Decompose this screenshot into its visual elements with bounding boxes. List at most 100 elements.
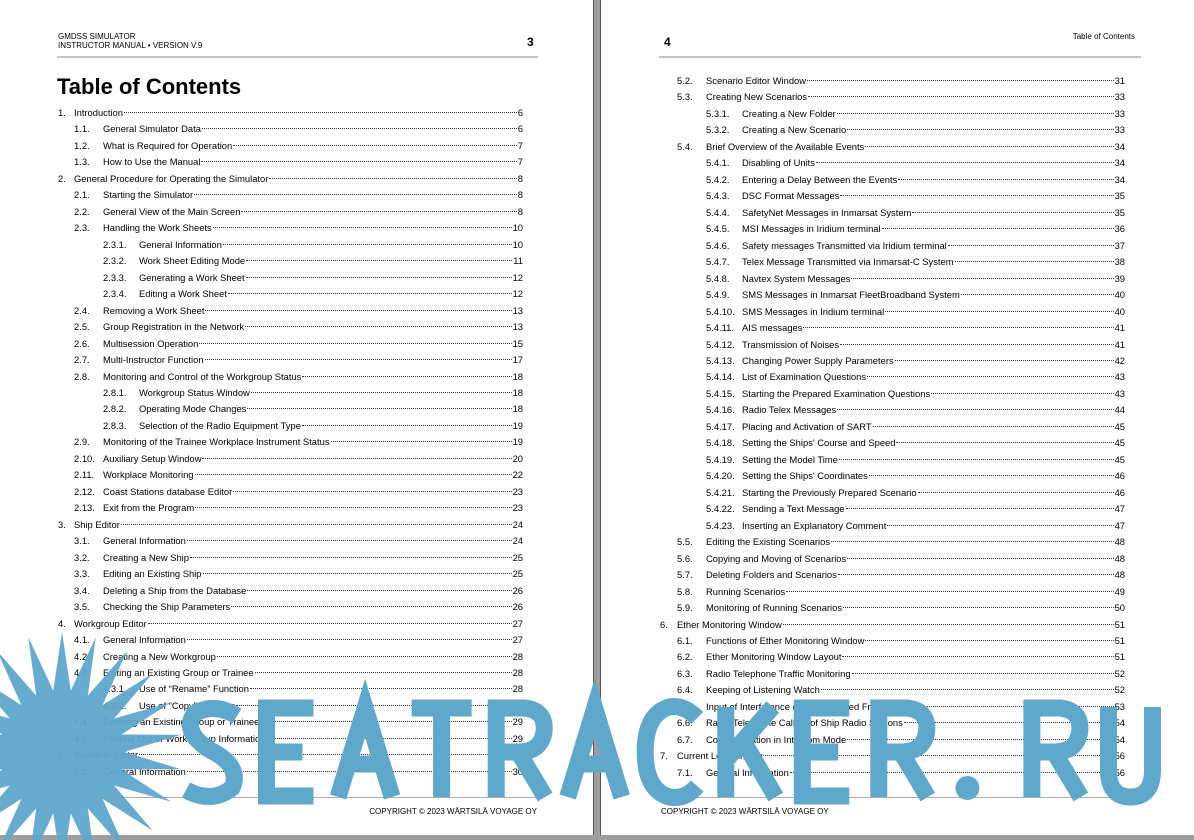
toc-entry-title[interactable]: MSI Messages in Iridium terminal — [742, 223, 881, 235]
toc-entry[interactable]: 5.3.2. Creating a New Scenario 33 — [706, 122, 1125, 138]
toc-entry-page[interactable]: 43 — [1114, 387, 1125, 399]
toc-entry-page[interactable]: 23 — [512, 485, 523, 497]
toc-entry-title[interactable]: Starting the Simulator — [103, 189, 194, 201]
toc-entry[interactable]: 6.3. Radio Telephone Traffic Monitoring 52 — [677, 666, 1125, 682]
toc-entry-title[interactable]: Ether Monitoring Window — [677, 618, 782, 630]
toc-entry[interactable]: 7. Current Log Window 56 — [660, 748, 1125, 764]
toc-entry-title[interactable]: Copying and Moving of Scenarios — [706, 552, 847, 564]
toc-entry-title[interactable]: Monitoring and Control of the Workgroup … — [103, 370, 302, 382]
toc-entry[interactable]: 2.8.2. Operating Mode Changes 18 — [103, 401, 523, 417]
toc-entry[interactable]: 6.2. Ether Monitoring Window Layout 51 — [677, 649, 1125, 665]
toc-entry-page[interactable]: 40 — [1114, 305, 1125, 317]
toc-entry[interactable]: 5.4.11. AIS messages 41 — [706, 320, 1125, 336]
toc-entry[interactable]: 2.13. Exit from the Program 23 — [74, 500, 523, 516]
toc-entry[interactable]: 2.12. Coast Stations database Editor 23 — [74, 484, 523, 500]
toc-entry-title[interactable]: AIS messages — [742, 322, 803, 334]
toc-entry-page[interactable]: 20 — [512, 452, 523, 464]
toc-entry-page[interactable]: 51 — [1114, 618, 1125, 630]
toc-entry[interactable]: 6.6. Radio Telephone Calling of Ship Radi… — [677, 715, 1125, 731]
toc-entry-page[interactable]: 25 — [512, 551, 523, 563]
toc-entry-title[interactable]: SafetyNet Messages in Inmarsat System — [742, 206, 912, 218]
toc-entry[interactable]: 2.9. Monitoring of the Trainee Workplace … — [74, 434, 523, 450]
toc-entry[interactable]: 5. Scenario Editor 30 — [58, 747, 523, 763]
toc-entry-page[interactable]: 23 — [512, 502, 523, 514]
toc-entry-title[interactable]: DSC Format Messages — [742, 190, 840, 202]
toc-entry[interactable]: 3.1. General Information 24 — [74, 533, 523, 549]
toc-entry[interactable]: 2.5. Group Registration in the Network 13 — [74, 319, 523, 335]
toc-entry-page[interactable]: 26 — [512, 601, 523, 613]
toc-entry[interactable]: 1.3. How to Use the Manual 7 — [74, 154, 523, 170]
toc-entry-page[interactable]: 11 — [513, 255, 523, 267]
toc-entry-title[interactable]: General Information — [139, 238, 222, 250]
toc-entry-page[interactable]: 34 — [1114, 173, 1125, 185]
toc-entry-page[interactable]: 33 — [1114, 124, 1125, 136]
toc-entry-page[interactable]: 51 — [1114, 651, 1125, 663]
toc-entry-title[interactable]: Multisession Operation — [103, 337, 199, 349]
toc-entry-page[interactable]: 19 — [512, 419, 523, 431]
toc-entry[interactable]: 5.4.16. Radio Telex Messages 44 — [706, 402, 1125, 418]
toc-entry-title[interactable]: Safety messages Transmitted via Iridium … — [742, 239, 947, 251]
toc-entry-page[interactable]: 18 — [512, 386, 523, 398]
toc-entry-page[interactable]: 10 — [512, 238, 523, 250]
toc-entry-title[interactable]: Functions of Ether Monitoring Window — [706, 634, 865, 646]
toc-entry-title[interactable]: Multi-Instructor Function — [103, 354, 204, 366]
toc-entry-title[interactable]: Monitoring of Running Scenarios — [706, 602, 843, 614]
toc-entry-title[interactable]: Group Registration in the Network — [103, 321, 245, 333]
toc-entry-page[interactable]: 18 — [512, 370, 523, 382]
toc-entry-title[interactable]: General Information — [706, 766, 789, 778]
toc-entry[interactable]: 5.4.17. Placing and Activation of SART 45 — [706, 419, 1125, 435]
toc-entry[interactable]: 2.3. Handling the Work Sheets 10 — [74, 220, 523, 236]
toc-entry-title[interactable]: Ship Editor — [74, 518, 120, 530]
toc-entry[interactable]: 5.3.1. Creating a New Folder 33 — [706, 106, 1125, 122]
toc-entry-title[interactable]: Keeping of Listening Watch — [706, 684, 820, 696]
toc-entry[interactable]: 5.4.7. Telex Message Transmitted via Inma… — [706, 254, 1125, 270]
toc-entry-title[interactable]: Deleting a Ship from the Database — [103, 584, 247, 596]
toc-entry[interactable]: 5.4.2. Entering a Delay Between the Event… — [706, 172, 1125, 188]
toc-entry-page[interactable]: 6 — [517, 107, 523, 118]
toc-entry-title[interactable]: Editing an Existing Ship — [103, 568, 202, 580]
toc-entry-title[interactable]: Introduction — [74, 107, 123, 118]
toc-entry-page[interactable]: 47 — [1114, 503, 1125, 515]
toc-entry[interactable]: 5.4.20. Setting the Ships' Coordinates 46 — [706, 468, 1125, 484]
toc-entry-page[interactable]: 54 — [1114, 717, 1125, 729]
toc-entry-page[interactable]: 38 — [1114, 256, 1125, 268]
toc-entry[interactable]: 5.4.13. Changing Power Supply Parameters 4… — [706, 353, 1125, 369]
toc-entry-page[interactable]: 46 — [1114, 470, 1125, 482]
toc-entry-page[interactable]: 28 — [512, 666, 523, 678]
toc-entry-title[interactable]: Printing Out of Work Group Information — [103, 732, 266, 744]
toc-entry-page[interactable]: 43 — [1114, 371, 1125, 383]
toc-entry-page[interactable]: 8 — [517, 189, 523, 201]
toc-entry-title[interactable]: Communication in Intercom Mode — [706, 733, 847, 745]
toc-entry-title[interactable]: Inserting an Explanatory Comment — [742, 519, 887, 531]
toc-entry-title[interactable]: Current Log Window — [677, 750, 763, 762]
toc-entry[interactable]: 2.3.2. Work Sheet Editing Mode 11 — [103, 253, 523, 269]
toc-entry-title[interactable]: Creating New Scenarios — [706, 91, 808, 103]
toc-entry[interactable]: 2.6. Multisession Operation 15 — [74, 336, 523, 352]
toc-entry[interactable]: 4.5. Printing Out of Work Group Informati… — [74, 731, 523, 747]
toc-entry[interactable]: 5.4.18. Setting the Ships' Course and Spe… — [706, 435, 1125, 451]
toc-entry-page[interactable]: 25 — [512, 568, 523, 580]
toc-entry[interactable]: 5.4. Brief Overview of the Available Even… — [677, 139, 1125, 155]
toc-entry-title[interactable]: Radio Telephone Traffic Monitoring — [706, 667, 851, 679]
toc-entry-title[interactable]: Setting the Ships' Coordinates — [742, 470, 868, 482]
toc-entry[interactable]: 2.1. Starting the Simulator 8 — [74, 187, 523, 203]
toc-entry[interactable]: 5.4.22. Sending a Text Message 47 — [706, 501, 1125, 517]
toc-entry-title[interactable]: Workplace Monitoring — [103, 469, 194, 481]
toc-entry[interactable]: 3. Ship Editor 24 — [58, 517, 523, 533]
toc-entry-title[interactable]: Work Sheet Editing Mode — [139, 255, 246, 267]
toc-entry[interactable]: 4.4. Deleting an Existing Group or Traine… — [74, 714, 523, 730]
toc-entry-title[interactable]: SMS Messages in Iridium terminal — [742, 305, 885, 317]
toc-entry[interactable]: 5.4.10. SMS Messages in Iridium terminal 4… — [706, 304, 1125, 320]
toc-entry[interactable]: 5.4.12. Transmission of Noises 41 — [706, 337, 1125, 353]
toc-entry-title[interactable]: Sending a Text Message — [742, 503, 845, 515]
toc-entry-page[interactable]: 34 — [1114, 157, 1125, 169]
toc-entry-title[interactable]: Creating a New Scenario — [742, 124, 847, 136]
toc-entry[interactable]: 5.9. Monitoring of Running Scenarios 50 — [677, 600, 1125, 616]
toc-entry-title[interactable]: General Information — [103, 765, 186, 777]
toc-entry[interactable]: 5.4.23. Inserting an Explanatory Comment 4… — [706, 518, 1125, 534]
toc-entry-title[interactable]: Starting the Prepared Examination Questi… — [742, 387, 931, 399]
toc-entry[interactable]: 2.3.3. Generating a Work Sheet 12 — [103, 270, 523, 286]
toc-entry[interactable]: 5.4.21. Starting the Previously Prepared … — [706, 485, 1125, 501]
toc-entry[interactable]: 6.1. Functions of Ether Monitoring Window… — [677, 633, 1125, 649]
toc-entry-page[interactable]: 36 — [1114, 223, 1125, 235]
